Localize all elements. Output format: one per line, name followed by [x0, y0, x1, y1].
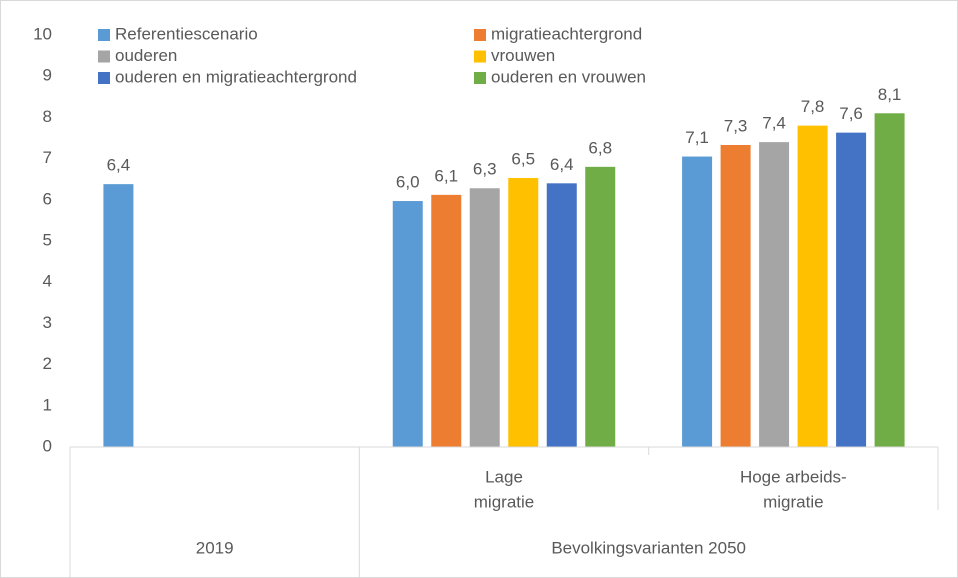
value-label: 7,3	[724, 116, 748, 135]
bar	[585, 166, 616, 447]
value-label: 6,0	[396, 173, 420, 192]
bar	[431, 194, 462, 447]
x-tick-label: migratie	[474, 492, 534, 511]
value-label: 6,1	[434, 166, 458, 185]
y-tick-label: 10	[33, 24, 52, 43]
group-label: Bevolkingsvarianten 2050	[551, 538, 746, 557]
value-label: 8,1	[878, 85, 902, 104]
legend-label: ouderen en migratieachtergrond	[115, 67, 357, 86]
y-tick-label: 4	[43, 272, 52, 291]
bar	[392, 201, 423, 447]
group-label: 2019	[196, 538, 234, 557]
legend-label: ouderen	[115, 46, 177, 65]
legend-label: Referentiescenario	[115, 24, 258, 43]
bar	[682, 156, 713, 448]
value-label: 6,5	[511, 149, 535, 168]
bar	[836, 132, 867, 448]
value-label: 7,4	[762, 114, 786, 133]
y-tick-label: 3	[43, 313, 52, 332]
y-tick-label: 5	[43, 230, 52, 249]
y-tick-label: 1	[43, 395, 52, 414]
bar	[797, 125, 828, 447]
legend-swatch	[98, 50, 110, 63]
legend-swatch	[474, 29, 486, 41]
legend-swatch	[474, 72, 486, 84]
value-label: 6,4	[107, 156, 131, 175]
bar	[759, 142, 790, 447]
x-tick-label: migratie	[763, 492, 823, 511]
value-label: 7,6	[839, 104, 863, 123]
y-tick-label: 6	[43, 189, 52, 208]
x-tick-label: Lage	[485, 467, 523, 486]
y-tick-label: 9	[43, 66, 52, 85]
bar	[874, 113, 905, 447]
value-label: 6,3	[473, 160, 497, 179]
legend-swatch	[474, 50, 486, 63]
bar	[469, 188, 500, 447]
bar	[546, 183, 577, 447]
bar	[508, 177, 539, 448]
legend-label: migratieachtergrond	[491, 24, 642, 43]
y-tick-label: 7	[43, 148, 52, 167]
value-label: 7,8	[801, 97, 825, 116]
legend-swatch	[98, 72, 110, 84]
legend-label: ouderen en vrouwen	[491, 67, 646, 86]
y-tick-label: 2	[43, 354, 52, 373]
x-tick-label: Hoge arbeids-	[740, 467, 847, 486]
value-label: 6,8	[588, 138, 612, 157]
value-label: 7,1	[685, 128, 709, 147]
bar	[720, 145, 751, 447]
bar	[103, 184, 134, 448]
legend-label: vrouwen	[491, 46, 555, 65]
legend-swatch	[98, 29, 110, 41]
y-tick-label: 0	[43, 436, 52, 455]
value-label: 6,4	[550, 155, 574, 174]
y-tick-label: 8	[43, 107, 52, 126]
